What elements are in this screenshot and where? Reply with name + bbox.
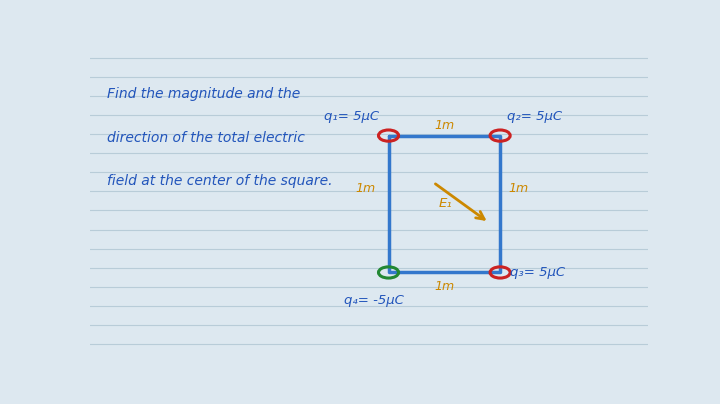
Text: 1m: 1m: [508, 181, 528, 195]
Text: 1m: 1m: [355, 181, 375, 195]
Text: Find the magnitude and the: Find the magnitude and the: [107, 87, 300, 101]
Text: q₃= 5μC: q₃= 5μC: [510, 265, 565, 279]
Text: 1m: 1m: [434, 280, 454, 292]
Text: direction of the total electric: direction of the total electric: [107, 131, 305, 145]
Text: 1m: 1m: [434, 119, 454, 133]
Text: q₄= -5μC: q₄= -5μC: [344, 294, 404, 307]
Text: q₂= 5μC: q₂= 5μC: [507, 110, 562, 123]
Text: field at the center of the square.: field at the center of the square.: [107, 175, 332, 188]
Text: q₁= 5μC: q₁= 5μC: [324, 110, 379, 123]
Text: E₁: E₁: [438, 197, 452, 210]
